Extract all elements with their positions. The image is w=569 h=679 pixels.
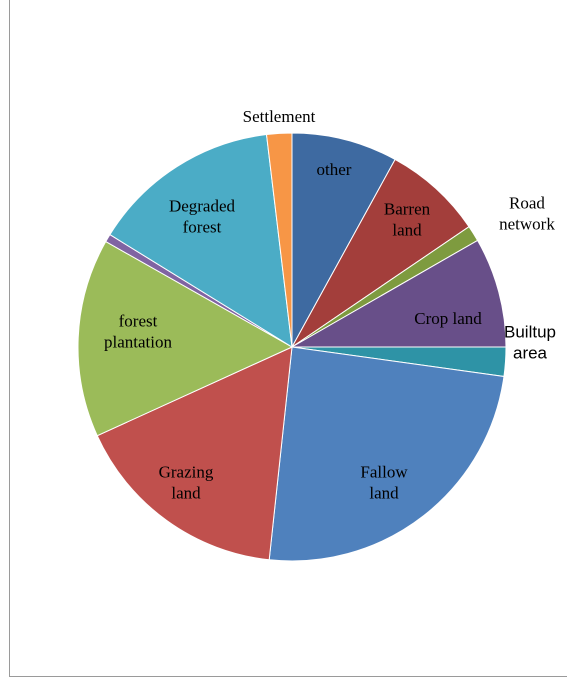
data-label-builtup-area: Builtup area bbox=[504, 323, 556, 363]
data-label-road-network: Road network bbox=[499, 194, 555, 234]
pie-slice-settlement bbox=[265, 132, 293, 348]
pie-slice-degraded-forest bbox=[109, 133, 293, 348]
chart-frame bbox=[9, 0, 567, 677]
data-label-crop-land: Crop land bbox=[414, 309, 482, 328]
pie-slice-crop-land bbox=[290, 239, 507, 348]
pie-slice-forest-plantation bbox=[77, 240, 294, 437]
data-label-other: other bbox=[317, 160, 352, 179]
data-label-barren-land: Barren land bbox=[384, 200, 431, 240]
pie-slice-other bbox=[291, 132, 396, 348]
pie-slice-grazing-land bbox=[96, 346, 293, 561]
pie-slice-barren-land bbox=[291, 158, 470, 348]
data-label-grazing-land: Grazing land bbox=[159, 463, 214, 503]
data-label-forest-plantation: forest plantation bbox=[104, 312, 172, 352]
pie-slice-fallow-land bbox=[268, 346, 505, 562]
data-label-settlement: Settlement bbox=[243, 107, 316, 126]
data-label-degraded-forest: Degraded forest bbox=[169, 197, 236, 237]
data-label-fallow-land: Fallow land bbox=[360, 463, 408, 503]
